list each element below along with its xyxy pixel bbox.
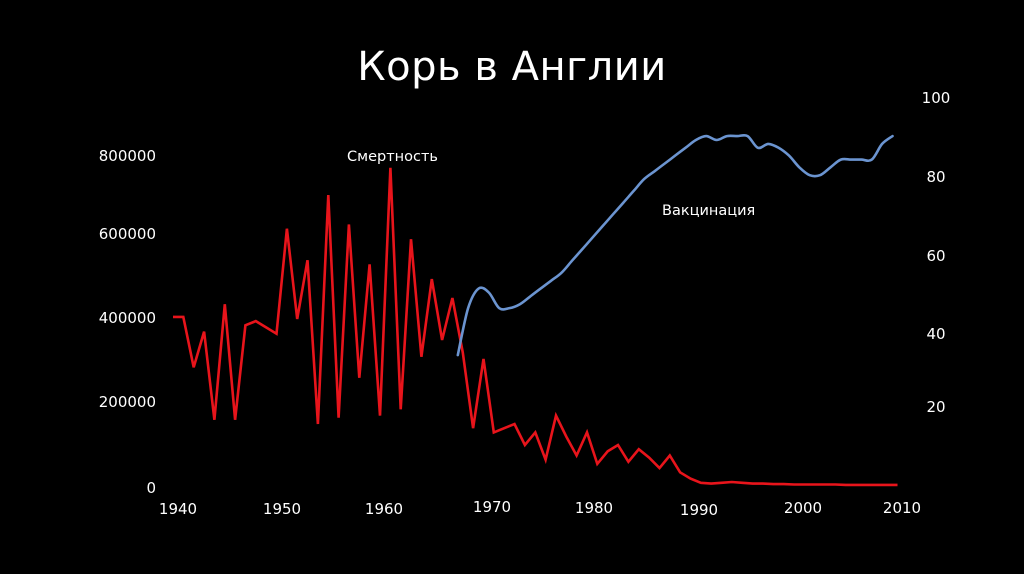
mortality-line [173,167,898,487]
x-tick-label: 1950 [263,500,301,518]
left-tick-label: 800000 [99,147,156,165]
x-tick-label: 1970 [473,498,511,516]
vaccination-line [456,133,894,357]
right-tick-label: 100 [922,89,951,107]
left-tick-label: 0 [146,479,156,497]
left-tick-label: 600000 [99,225,156,243]
right-tick-label: 20 [926,398,945,416]
right-axis-ticks: 20 40 60 80 100 [922,89,951,416]
x-axis-ticks: 1940 1950 1960 1970 1980 1990 2000 2010 [159,498,921,519]
x-tick-label: 1940 [159,500,197,518]
left-tick-label: 200000 [99,393,156,411]
right-tick-label: 60 [926,247,945,265]
x-tick-label: 2000 [784,499,822,517]
right-tick-label: 80 [926,168,945,186]
x-tick-label: 1960 [365,500,403,518]
x-tick-label: 1980 [575,499,613,517]
mortality-annotation: Смертность [347,149,438,165]
right-tick-label: 40 [926,325,945,343]
chart-title: Корь в Англии [357,44,667,90]
vaccination-annotation: Вакцинация [662,203,755,219]
x-tick-label: 2010 [883,499,921,517]
left-axis-ticks: 0 200000 400000 600000 800000 [99,147,156,497]
left-tick-label: 400000 [99,309,156,327]
x-tick-label: 1990 [680,501,718,519]
